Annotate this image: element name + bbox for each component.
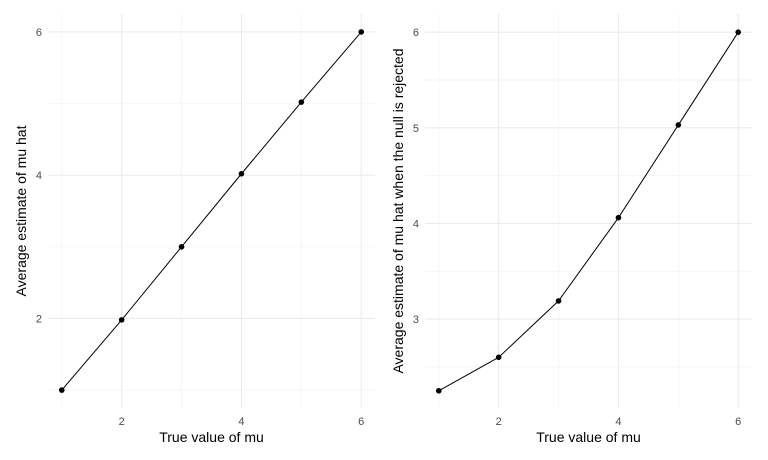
- left-x-tick-label: 6: [358, 416, 364, 428]
- left-data-point: [358, 29, 365, 35]
- right-data-point: [615, 214, 622, 221]
- right-x-tick-label: 6: [735, 416, 741, 428]
- right-series: [435, 29, 742, 394]
- left-x-tick-label: 4: [238, 416, 244, 428]
- left-series-line: [61, 31, 362, 391]
- right-y-tick-label: 6: [413, 27, 419, 39]
- right-y-axis-title: Average estimate of mu hat when the null…: [390, 48, 406, 373]
- right-data-point: [495, 354, 502, 361]
- right-gridlines: [425, 14, 752, 408]
- right-tick-labels: 2 4 6 3 4 5 6: [413, 27, 741, 428]
- right-x-tick-label: 2: [496, 416, 502, 428]
- left-data-point: [118, 317, 125, 323]
- left-data-point: [238, 170, 245, 177]
- left-y-tick-label: 6: [36, 27, 42, 39]
- left-panel: 2 4 6 2 4 6 True value of mu Average estimate…: [13, 14, 375, 445]
- right-data-point: [735, 29, 742, 35]
- right-y-tick-label: 5: [413, 123, 419, 135]
- right-data-point: [555, 298, 562, 304]
- left-series: [58, 29, 365, 393]
- left-y-tick-label: 2: [36, 313, 42, 325]
- right-panel: 2 4 6 3 4 5 6 True value of mu Average estimat…: [390, 14, 752, 445]
- left-data-point: [58, 387, 65, 393]
- left-tick-labels: 2 4 6 2 4 6: [36, 27, 364, 428]
- left-y-axis-title: Average estimate of mu hat: [13, 125, 29, 296]
- right-series-line: [438, 31, 739, 392]
- left-x-tick-label: 2: [119, 416, 125, 428]
- right-x-axis-title: True value of mu: [536, 429, 641, 445]
- left-x-axis-title: True value of mu: [159, 429, 264, 445]
- left-data-point: [298, 99, 305, 105]
- right-data-point: [675, 122, 682, 128]
- right-x-tick-label: 4: [615, 416, 621, 428]
- left-y-tick-label: 4: [36, 170, 42, 182]
- left-gridlines: [48, 14, 375, 408]
- right-y-tick-label: 4: [413, 218, 419, 230]
- right-data-point: [435, 387, 442, 394]
- left-data-point: [178, 244, 185, 250]
- right-y-tick-label: 3: [413, 314, 419, 326]
